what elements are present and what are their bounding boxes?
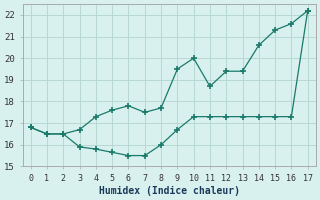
X-axis label: Humidex (Indice chaleur): Humidex (Indice chaleur)	[99, 186, 240, 196]
